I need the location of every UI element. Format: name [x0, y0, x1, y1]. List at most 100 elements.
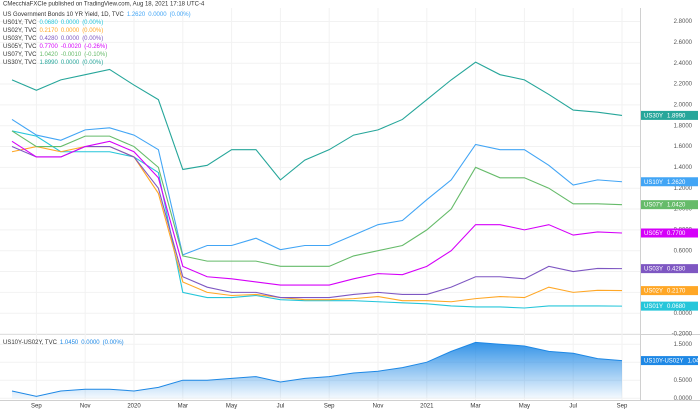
legend-part: 0.0680	[39, 20, 58, 26]
legend-entry: US10Y-US02Y, TVC 1.0450 0.0000 (0.00%)	[3, 340, 124, 346]
x-tick-label: Sep	[617, 404, 628, 410]
y-tick-label: 0.0000	[674, 396, 693, 402]
x-tick-label: Mar	[470, 404, 480, 410]
y-tick-label: 2.2000	[674, 82, 693, 88]
price-tag-label: US03Y 0.4280	[644, 266, 686, 272]
series-line	[11, 130, 623, 267]
legend-entry: US07Y, TVC 1.0420 -0.0010 (-0.10%)	[3, 52, 107, 58]
legend-part: 0.7700	[39, 44, 58, 50]
legend-part: US02Y, TVC	[3, 28, 37, 34]
price-tag-value: 0.4280	[667, 266, 686, 272]
x-tick-label: May	[226, 404, 237, 410]
price-tag-value: 1.2620	[667, 179, 686, 185]
series-line	[11, 140, 623, 286]
y-tick-label: 2.6000	[674, 40, 693, 46]
price-tag-value: 1.0420	[667, 202, 686, 208]
price-tag	[641, 228, 698, 238]
legend-entry: US02Y, TVC 0.2170 0.0000 (0.00%)	[3, 28, 103, 34]
y-tick-label: 0.5000	[674, 378, 693, 384]
legend-part: 0.0000	[148, 12, 167, 18]
price-tag-value: 1.0450	[687, 358, 700, 364]
legend-part: 0.0000	[61, 36, 80, 42]
legend-part: 1.8990	[39, 60, 58, 66]
legend-part: 0.0000	[61, 28, 80, 34]
legend-part: US07Y, TVC	[3, 52, 37, 58]
legend-part: US30Y, TVC	[3, 60, 37, 66]
price-tag	[641, 110, 698, 120]
legend-entry: US01Y, TVC 0.0680 0.0000 (0.00%)	[3, 20, 103, 26]
legend-entry: US05Y, TVC 0.7700 -0.0020 (-0.26%)	[3, 44, 107, 50]
price-tag-value: 0.7700	[667, 231, 686, 237]
legend-part: (0.00%)	[82, 60, 103, 66]
x-tick-label: Nov	[373, 404, 384, 410]
price-tag	[641, 177, 698, 187]
legend-entry: US30Y, TVC 1.8990 0.0000 (0.00%)	[3, 60, 103, 66]
price-tag-value: 0.2170	[667, 288, 686, 294]
price-tag	[641, 286, 698, 296]
price-tag-value: 0.0680	[667, 304, 686, 310]
legend-part: US03Y, TVC	[3, 36, 37, 42]
x-tick-label: May	[519, 404, 530, 410]
price-tag	[641, 264, 698, 274]
x-tick-label: 2021	[420, 404, 434, 410]
price-tag-label: US07Y 1.0420	[644, 202, 686, 208]
x-tick-label: 2020	[127, 404, 141, 410]
area-fill	[12, 342, 622, 399]
legend-part: (0.00%)	[103, 340, 124, 346]
price-tag-name: US05Y	[644, 231, 663, 237]
price-tag	[641, 356, 698, 366]
legend-part: US01Y, TVC	[3, 20, 37, 26]
legend-part: 0.0000	[81, 340, 100, 346]
legend-part: (0.00%)	[82, 36, 103, 42]
series-line	[11, 118, 623, 256]
legend-part: 0.0000	[61, 20, 80, 26]
legend-entry: US Government Bonds 10 YR Yield, 1D, TVC…	[3, 12, 191, 18]
price-tag-name: US10Y-US02Y	[644, 358, 683, 364]
price-tag	[641, 200, 698, 210]
legend-entry: US03Y, TVC 0.4280 0.0000 (0.00%)	[3, 36, 103, 42]
legend-part: -0.0010	[61, 52, 82, 58]
y-tick-label: 2.0000	[674, 102, 693, 108]
x-tick-label: Nov	[80, 404, 91, 410]
price-tag-label: US10Y-US02Y 1.0450	[644, 358, 700, 364]
y-tick-label: 1.5000	[674, 342, 693, 348]
y-tick-label: -0.2000	[672, 332, 693, 338]
y-tick-label: 0.6000	[674, 248, 693, 254]
legend-part: (-0.10%)	[84, 52, 107, 58]
price-tag-value: 1.8990	[667, 113, 686, 119]
header: CMecchiaFXCIe published on TradingView.c…	[3, 2, 205, 8]
legend-part: 0.0000	[61, 60, 80, 66]
price-tag-label: US10Y 1.2620	[644, 179, 686, 185]
y-tick-label: 1.6000	[674, 144, 693, 150]
y-tick-label: 1.0000	[674, 207, 693, 213]
price-tag-label: US02Y 0.2170	[644, 288, 686, 294]
price-tag-name: US10Y	[644, 179, 663, 185]
y-tick-label: 2.4000	[674, 61, 693, 67]
series-line	[11, 145, 623, 299]
price-tag-label: US01Y 0.0680	[644, 304, 686, 310]
legend-part: 0.2170	[39, 28, 58, 34]
legend-part: 1.0450	[60, 340, 79, 346]
price-tag	[641, 301, 698, 311]
legend-part: (0.00%)	[170, 12, 191, 18]
legend-part: 0.4280	[39, 36, 58, 42]
legend-part: US05Y, TVC	[3, 44, 37, 50]
y-tick-label: 2.8000	[674, 19, 693, 25]
y-tick-label: 1.8000	[674, 123, 693, 129]
legend-part: (0.00%)	[82, 20, 103, 26]
legend-part: US Government Bonds 10 YR Yield, 1D, TVC	[3, 12, 125, 18]
series-line	[11, 130, 623, 309]
legend-part: -0.0020	[61, 44, 82, 50]
y-tick-label: 1.2000	[674, 186, 693, 192]
price-axis: -0.20000.00000.20000.40000.60000.80001.0…	[672, 19, 693, 338]
legend-part: 1.0420	[39, 52, 58, 58]
price-tag-name: US07Y	[644, 202, 663, 208]
price-tag-name: US30Y	[644, 113, 663, 119]
price-tag-label: US05Y 0.7700	[644, 231, 686, 237]
price-tag-label: US30Y 1.8990	[644, 113, 686, 119]
x-tick-label: Jul	[277, 404, 285, 410]
x-tick-label: Sep	[324, 404, 335, 410]
y-tick-label: 1.4000	[674, 165, 693, 171]
